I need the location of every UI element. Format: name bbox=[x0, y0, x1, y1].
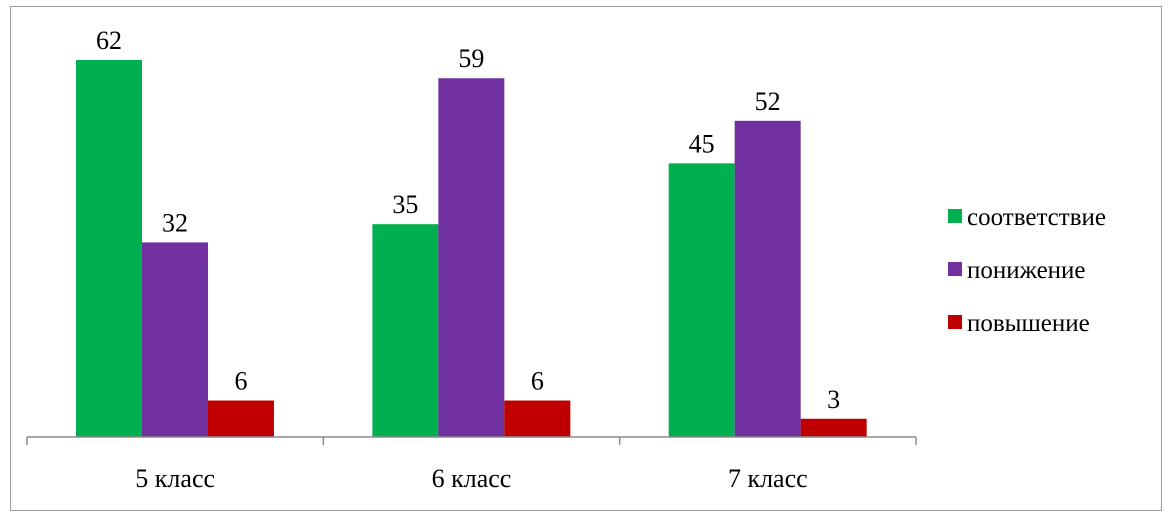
bar-3-1 bbox=[668, 163, 735, 437]
bar-1-3 bbox=[208, 400, 274, 437]
x-tick-label-3: 7 класс bbox=[728, 464, 808, 493]
legend-swatch-3 bbox=[948, 315, 962, 329]
x-axis: 5 класс 6 класс 7 класс bbox=[26, 436, 917, 493]
data-label-2-2: 59 bbox=[458, 44, 484, 73]
bar-3-2 bbox=[734, 120, 801, 437]
legend-swatch-1 bbox=[948, 209, 962, 223]
data-label-3-3: 3 bbox=[827, 385, 840, 414]
legend-label-3: повышение bbox=[967, 310, 1090, 337]
data-labels-layer: 62 32 6 35 59 6 45 52 3 bbox=[96, 26, 840, 414]
bar-2-3 bbox=[504, 400, 571, 437]
bar-3-3 bbox=[800, 418, 867, 437]
legend-label-1: соответствие bbox=[967, 204, 1106, 231]
x-tick-label-1: 5 класс bbox=[135, 464, 215, 493]
bar-1-1 bbox=[76, 60, 142, 437]
bar-1-2 bbox=[142, 242, 208, 437]
legend: соответствие понижение повышение bbox=[948, 204, 1106, 337]
bar-2-1 bbox=[372, 224, 439, 437]
data-label-1-1: 62 bbox=[96, 26, 122, 55]
data-label-2-1: 35 bbox=[392, 190, 418, 219]
data-label-3-1: 45 bbox=[689, 129, 715, 158]
bar-2-2 bbox=[438, 78, 505, 437]
legend-label-2: понижение bbox=[967, 257, 1086, 284]
data-label-3-2: 52 bbox=[755, 87, 781, 116]
data-label-2-3: 6 bbox=[531, 367, 544, 396]
data-label-1-2: 32 bbox=[162, 208, 188, 237]
data-label-1-3: 6 bbox=[235, 367, 248, 396]
bars-layer bbox=[76, 60, 867, 437]
legend-swatch-2 bbox=[948, 262, 962, 276]
x-tick-label-2: 6 класс bbox=[432, 464, 512, 493]
